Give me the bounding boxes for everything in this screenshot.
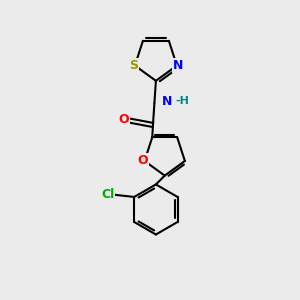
Text: S: S [129,59,138,72]
Text: Cl: Cl [101,188,114,201]
Text: N: N [173,59,184,72]
Text: -H: -H [175,96,189,106]
Text: N: N [162,95,172,108]
Text: O: O [138,154,148,167]
Text: O: O [119,113,129,127]
